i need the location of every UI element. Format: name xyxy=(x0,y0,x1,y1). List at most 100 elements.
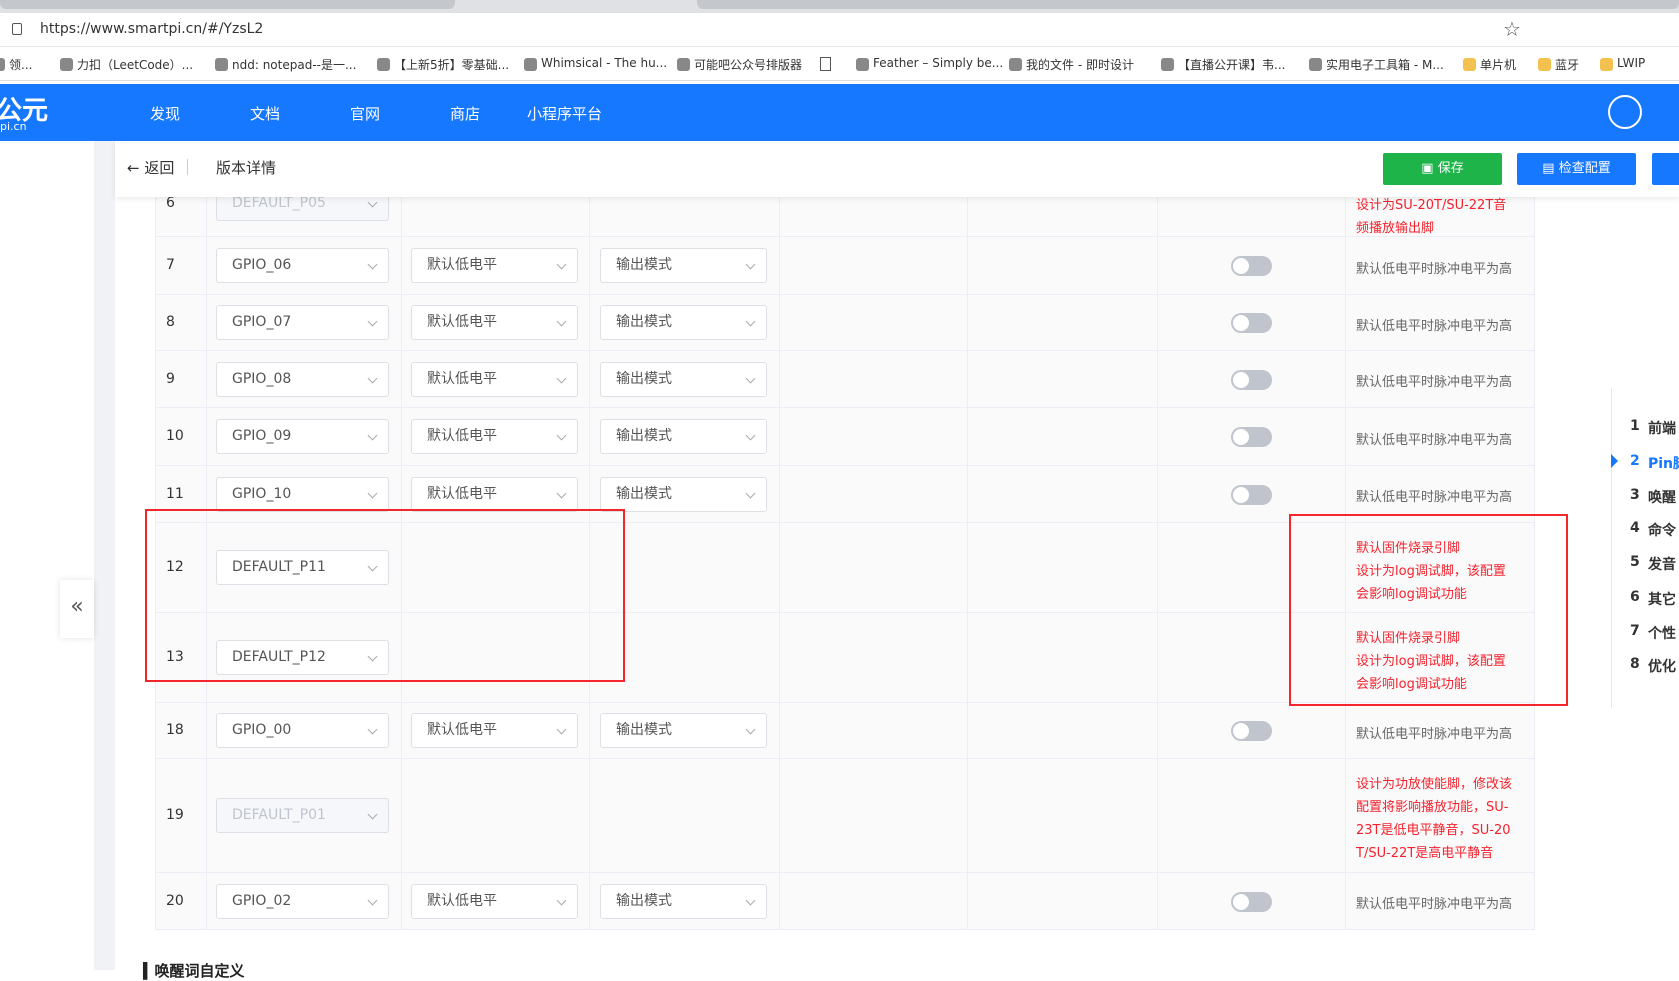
step-number[interactable]: 8 xyxy=(1630,656,1640,672)
pin-select[interactable]: GPIO_08 xyxy=(216,361,389,397)
cell-border xyxy=(401,523,402,613)
step-label[interactable]: 优化 xyxy=(1648,659,1676,675)
cell-border xyxy=(779,237,780,295)
back-link[interactable]: ← 返回 xyxy=(127,159,175,177)
cell-border xyxy=(779,873,780,930)
toggle[interactable] xyxy=(1231,313,1272,333)
pin-select[interactable]: GPIO_00 xyxy=(216,713,389,748)
check-button[interactable]: ▤ 检查配置 xyxy=(1517,153,1636,185)
step-number[interactable]: 3 xyxy=(1630,487,1640,503)
mode-select[interactable]: 输出模式 xyxy=(600,361,767,397)
pin-select[interactable]: GPIO_02 xyxy=(216,883,389,919)
bookmark[interactable]: Feather – Simply be... xyxy=(873,56,1004,70)
check-label[interactable]: 检查配置 xyxy=(1558,161,1611,176)
step-label[interactable]: 前端 xyxy=(1648,421,1676,437)
logo[interactable]: 公元 xyxy=(0,96,49,126)
bookmark-icon[interactable] xyxy=(215,58,228,71)
mode-select[interactable]: 输出模式 xyxy=(600,248,767,283)
more-button[interactable] xyxy=(1652,153,1679,185)
bookmark-icon[interactable] xyxy=(1161,58,1174,71)
bookmark-icon[interactable] xyxy=(0,58,5,71)
back-text[interactable]: 返回 xyxy=(144,159,175,177)
level-select[interactable]: 默认低电平 xyxy=(411,305,578,340)
level-select[interactable]: 默认低电平 xyxy=(411,476,578,512)
toggle[interactable] xyxy=(1231,484,1272,505)
save-label[interactable]: 保存 xyxy=(1437,161,1464,176)
pin-select[interactable]: DEFAULT_P11 xyxy=(216,550,389,585)
bookmark[interactable]: 我的文件 - 即时设计 xyxy=(1026,58,1134,72)
step-label[interactable]: 发音 xyxy=(1648,557,1676,573)
bookmark[interactable]: 【上新5折】零基础... xyxy=(394,58,510,72)
bookmark[interactable]: Whimsical - The hu... xyxy=(541,56,668,70)
level-select[interactable]: 默认低电平 xyxy=(411,713,578,748)
step-number[interactable]: 5 xyxy=(1630,554,1640,570)
url[interactable]: https://www.smartpi.cn/#/YzsL2 xyxy=(40,21,264,37)
collapse-button[interactable]: « xyxy=(60,580,94,638)
bookmark[interactable]: 蓝牙 xyxy=(1555,58,1580,72)
bookmark-icon[interactable] xyxy=(1600,58,1613,71)
mode-select[interactable]: 输出模式 xyxy=(600,883,767,919)
bookmark-icon[interactable] xyxy=(524,58,537,71)
cell-border xyxy=(967,408,968,466)
bookmark[interactable]: ndd: notepad--是一... xyxy=(232,58,357,72)
toggle[interactable] xyxy=(1231,256,1272,276)
level-select[interactable]: 默认低电平 xyxy=(411,419,578,454)
nav-item[interactable]: 小程序平台 xyxy=(527,105,603,123)
nav-item[interactable]: 发现 xyxy=(150,105,181,123)
mode-select[interactable]: 输出模式 xyxy=(600,419,767,454)
step-label[interactable]: 命令 xyxy=(1648,523,1676,539)
toggle[interactable] xyxy=(1231,427,1272,447)
note-line: 会影响log调试功能 xyxy=(1356,586,1467,602)
nav-item[interactable]: 文档 xyxy=(250,105,281,123)
mode-select[interactable]: 输出模式 xyxy=(600,713,767,748)
cell-border xyxy=(155,759,156,873)
step-label[interactable]: 个性 xyxy=(1648,626,1676,642)
toggle[interactable] xyxy=(1231,369,1272,390)
bookmark-icon[interactable] xyxy=(60,58,73,71)
cell-border xyxy=(1345,351,1346,408)
level-select[interactable]: 默认低电平 xyxy=(411,883,578,919)
step-label[interactable]: Pin脚 xyxy=(1648,456,1679,472)
bookmark-icon[interactable] xyxy=(1009,58,1022,71)
cell-border xyxy=(206,295,207,351)
bookmark[interactable]: 【直播公开课】韦... xyxy=(1178,58,1286,72)
save-button[interactable]: ▣ 保存 xyxy=(1383,153,1502,185)
level-select[interactable]: 默认低电平 xyxy=(411,361,578,397)
bookmark-icon[interactable] xyxy=(1538,58,1551,71)
pin-select[interactable]: GPIO_10 xyxy=(216,476,389,512)
mode-select[interactable]: 输出模式 xyxy=(600,305,767,340)
cell-border xyxy=(1534,408,1535,466)
bookmark[interactable]: 可能吧公众号排版器 xyxy=(694,58,803,72)
toggle[interactable] xyxy=(1231,721,1272,741)
step-label[interactable]: 其它 xyxy=(1648,592,1676,608)
bookmark[interactable]: 力扣（LeetCode）... xyxy=(77,58,194,72)
bookmark[interactable]: LWIP xyxy=(1617,56,1646,70)
pin-select[interactable]: DEFAULT_P12 xyxy=(216,640,389,675)
pin-select[interactable]: GPIO_06 xyxy=(216,248,389,283)
toggle[interactable] xyxy=(1231,891,1272,912)
bookmark-icon[interactable] xyxy=(1463,58,1476,71)
bookmark[interactable]: 领... xyxy=(9,58,33,72)
step-number[interactable]: 7 xyxy=(1630,623,1640,639)
step-number[interactable]: 4 xyxy=(1630,520,1640,536)
bookmark-icon[interactable] xyxy=(856,58,869,71)
pin-select[interactable]: GPIO_07 xyxy=(216,305,389,340)
bookmark-icon[interactable] xyxy=(820,57,831,71)
step-number[interactable]: 6 xyxy=(1630,589,1640,605)
bookmark-icon[interactable] xyxy=(1309,58,1322,71)
step-number[interactable]: 2 xyxy=(1630,453,1640,469)
bookmark[interactable]: 实用电子工具箱 - M... xyxy=(1326,58,1444,72)
pin-select[interactable]: GPIO_09 xyxy=(216,419,389,454)
cell-border xyxy=(967,523,968,613)
step-label[interactable]: 唤醒 xyxy=(1648,490,1676,506)
cell-border xyxy=(1534,351,1535,408)
bookmark[interactable]: 单片机 xyxy=(1480,58,1517,72)
nav-item[interactable]: 商店 xyxy=(450,105,481,123)
avatar[interactable] xyxy=(1608,95,1642,129)
bookmark-icon[interactable] xyxy=(377,58,390,71)
nav-item[interactable]: 官网 xyxy=(350,105,381,123)
level-select[interactable]: 默认低电平 xyxy=(411,248,578,283)
mode-select[interactable]: 输出模式 xyxy=(600,476,767,512)
bookmark-icon[interactable] xyxy=(677,58,690,71)
step-number[interactable]: 1 xyxy=(1630,418,1640,434)
